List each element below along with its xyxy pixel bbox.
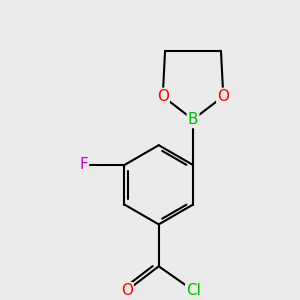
Text: O: O <box>121 283 133 298</box>
Text: O: O <box>217 89 229 104</box>
Text: O: O <box>157 89 169 104</box>
Text: Cl: Cl <box>186 283 201 298</box>
Text: F: F <box>79 158 88 172</box>
Text: B: B <box>188 112 198 127</box>
